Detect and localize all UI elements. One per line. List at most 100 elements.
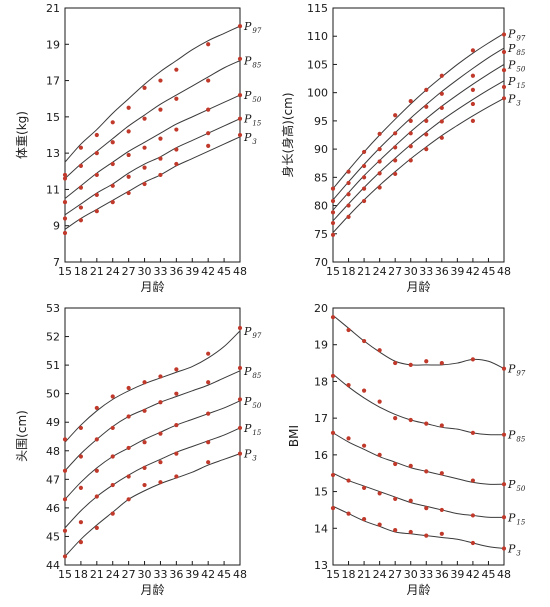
data-point	[206, 380, 211, 385]
y-axis-title: 体重(kg)	[15, 111, 29, 159]
data-point	[501, 96, 507, 101]
data-point	[424, 421, 429, 426]
y-tick-label: 48	[46, 445, 60, 458]
data-point	[424, 533, 429, 538]
data-point	[94, 132, 99, 138]
data-point	[330, 315, 336, 320]
percentile-label: P3	[243, 131, 257, 146]
percentile-label: P85	[243, 55, 262, 70]
percentile-label: P15	[243, 113, 262, 128]
data-point	[361, 388, 367, 393]
data-point	[206, 107, 211, 112]
chart-panel-height: 15 18 21 24 27 30 33 36 39 42 45 48 70 75 80 85 90 95 100 1…	[280, 2, 526, 294]
data-point	[361, 338, 367, 344]
data-point	[393, 131, 398, 136]
y-tick-label: 9	[53, 220, 60, 233]
data-point	[142, 465, 147, 471]
data-point	[470, 357, 476, 362]
series-P3: P3	[330, 92, 521, 238]
data-point	[110, 511, 115, 516]
data-point	[439, 135, 444, 140]
data-point	[330, 472, 336, 478]
y-tick-label: 19	[314, 339, 328, 352]
percentile-curve	[64, 427, 241, 529]
data-point	[237, 56, 243, 61]
data-point	[142, 440, 147, 445]
data-point	[142, 116, 147, 121]
data-point	[408, 99, 413, 104]
data-point	[126, 385, 131, 391]
data-point	[78, 185, 84, 190]
y-tick-label: 51	[46, 359, 60, 372]
data-point	[361, 517, 367, 522]
percentile-curve	[64, 118, 241, 216]
data-point	[330, 186, 336, 191]
y-tick-label: 14	[314, 522, 328, 535]
y-tick-label: 100	[307, 87, 328, 100]
data-point	[439, 531, 444, 536]
data-point	[393, 145, 398, 150]
data-point	[78, 145, 84, 150]
data-point	[158, 107, 163, 112]
y-tick-label: 46	[46, 502, 60, 515]
data-point	[62, 437, 68, 442]
data-point	[110, 482, 115, 488]
y-tick-label: 70	[314, 256, 328, 269]
series-P97: P97	[62, 20, 262, 178]
data-point	[126, 445, 131, 451]
data-point	[94, 172, 99, 178]
data-point	[110, 425, 115, 431]
plot-frame	[332, 307, 505, 566]
y-tick-label: 17	[46, 75, 60, 88]
x-tick-label: 30	[404, 265, 418, 278]
data-point	[393, 171, 398, 177]
y-tick-label: 50	[46, 388, 60, 401]
x-tick-label: 45	[481, 265, 495, 278]
data-point	[62, 230, 68, 236]
data-point	[237, 365, 243, 371]
x-tick-label: 48	[233, 568, 247, 581]
percentile-curve	[332, 432, 505, 485]
x-axis-title: 月龄	[406, 280, 430, 294]
percentile-curve	[332, 80, 505, 222]
x-tick-label: 45	[481, 568, 495, 581]
data-point	[237, 397, 243, 402]
data-point	[501, 84, 507, 90]
data-point	[408, 131, 413, 136]
data-point	[393, 158, 398, 163]
x-tick-label: 21	[357, 568, 371, 581]
y-tick-label: 49	[46, 416, 60, 429]
data-point	[174, 96, 179, 101]
data-point	[330, 210, 336, 215]
data-point	[142, 165, 147, 170]
data-point	[501, 482, 507, 487]
data-point	[142, 145, 147, 150]
data-point	[377, 185, 382, 190]
data-point	[470, 118, 476, 123]
data-point	[110, 454, 115, 459]
y-tick-label: 110	[307, 30, 328, 43]
x-tick-label: 24	[106, 265, 120, 278]
x-tick-label: 36	[169, 265, 183, 278]
x-tick-label: 15	[326, 568, 340, 581]
data-point	[78, 540, 84, 545]
percentile-curve	[332, 314, 505, 370]
x-tick-label: 39	[185, 265, 199, 278]
data-point	[78, 485, 84, 490]
percentile-curve	[332, 505, 505, 549]
data-point	[393, 416, 398, 421]
data-point	[237, 451, 243, 456]
x-tick-label: 21	[90, 265, 104, 278]
data-point	[174, 127, 179, 132]
data-point	[126, 129, 131, 134]
data-point	[237, 92, 243, 98]
data-point	[158, 400, 163, 405]
percentile-label: P97	[507, 27, 526, 42]
data-point	[424, 132, 429, 137]
y-tick-label: 13	[314, 559, 328, 572]
percentile-curve	[332, 64, 505, 211]
percentile-curve	[64, 136, 241, 230]
x-tick-label: 30	[138, 568, 152, 581]
data-point	[62, 172, 68, 178]
